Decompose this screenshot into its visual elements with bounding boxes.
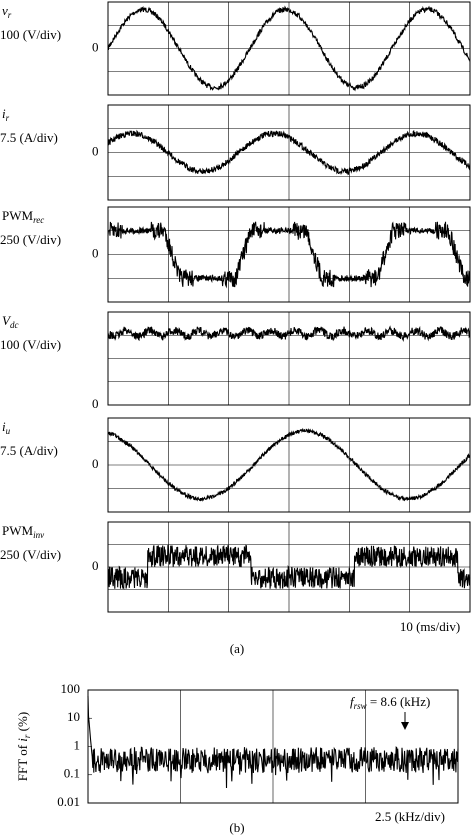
signal-scale: 250 (V/div)	[0, 232, 61, 247]
signal-label: PWMrec	[2, 208, 44, 225]
signal-scale: 100 (V/div)	[0, 27, 61, 42]
signal-scale: 7.5 (A/div)	[0, 443, 58, 458]
spectrum	[87, 695, 459, 789]
annotation: frsw = 8.6 (kHz)	[350, 694, 430, 711]
signal-subscript: u	[6, 426, 11, 436]
label-text: FFT of	[15, 742, 30, 782]
y-axis-label: FFT of ir (%)	[15, 712, 32, 781]
y-tick-label: 0.1	[64, 766, 80, 781]
label-symbol: i	[15, 738, 30, 742]
zero-label: 0	[92, 456, 99, 471]
signal-scale: 100 (V/div)	[0, 337, 61, 352]
signal-symbol: i	[2, 106, 6, 121]
zero-label: 0	[92, 396, 99, 411]
zero-label: 0	[92, 143, 99, 158]
y-tick-label: 100	[61, 681, 81, 696]
zero-label: 0	[92, 245, 99, 260]
time-scale: 10 (ms/div)	[400, 619, 460, 634]
arrowhead	[401, 722, 409, 730]
label-text: (%)	[15, 712, 30, 735]
signal-label: PWMinv	[2, 523, 44, 540]
signal-subscript: r	[8, 10, 12, 20]
freq-scale: 2.5 (kHz/div)	[375, 809, 445, 824]
signal-symbol: V	[2, 313, 12, 328]
waveform	[107, 427, 471, 502]
signal-subscript: rec	[33, 215, 44, 225]
signal-label: iu	[2, 419, 11, 436]
waveform	[107, 325, 471, 343]
waveform	[107, 5, 471, 92]
annotation-symbol: f	[350, 694, 356, 709]
signal-subscript: r	[6, 113, 10, 123]
annotation-text: = 8.6 (kHz)	[367, 694, 431, 709]
zero-label: 0	[92, 558, 99, 573]
signal-subscript: inv	[33, 530, 44, 540]
signal-label: vr	[2, 3, 12, 20]
signal-symbol: PWM	[2, 523, 34, 538]
label-subscript: r	[22, 734, 32, 738]
waveform	[107, 129, 471, 176]
annotation-subscript: rsw	[354, 701, 367, 711]
caption-a: (a)	[230, 641, 244, 656]
signal-scale: 7.5 (A/div)	[0, 130, 58, 145]
zero-label: 0	[92, 39, 99, 54]
y-tick-label: 10	[67, 709, 80, 724]
signal-symbol: i	[2, 419, 6, 434]
signal-scale: 250 (V/div)	[0, 547, 61, 562]
signal-label: Vdc	[2, 313, 18, 330]
signal-subscript: dc	[10, 320, 19, 330]
caption-b: (b)	[229, 820, 244, 835]
waveform	[107, 544, 471, 590]
y-tick-label: 0.01	[57, 794, 80, 809]
waveform	[107, 221, 471, 289]
signal-symbol: v	[2, 3, 8, 18]
signal-label: ir	[2, 106, 10, 123]
y-tick-label: 1	[74, 737, 81, 752]
signal-symbol: PWM	[2, 208, 34, 223]
